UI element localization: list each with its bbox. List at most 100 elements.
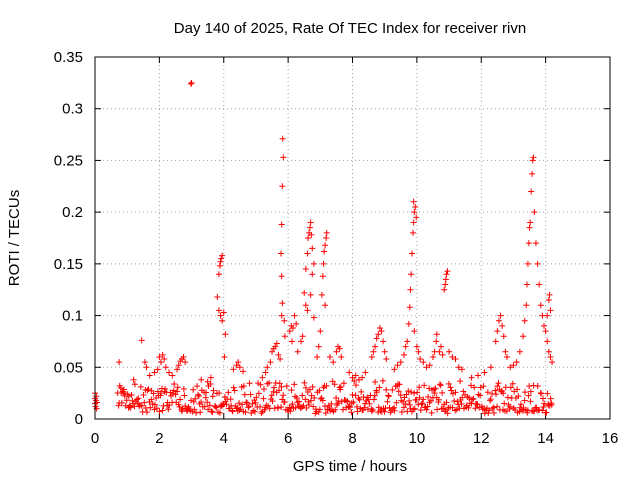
data-point: [411, 328, 418, 335]
data-point: [521, 317, 528, 324]
data-point: [304, 250, 311, 257]
data-point: [321, 248, 328, 255]
band-point: [370, 396, 377, 403]
data-point: [272, 343, 279, 350]
data-point: [279, 300, 286, 307]
band-point: [358, 388, 365, 395]
y-tick-label: 0.2: [62, 204, 83, 221]
band-point: [384, 398, 391, 405]
band-point: [271, 384, 278, 391]
data-point: [298, 338, 304, 345]
band-point: [389, 386, 396, 393]
data-point: [314, 353, 321, 360]
band-point: [322, 409, 329, 416]
band-point: [512, 406, 519, 413]
band-point: [531, 408, 538, 415]
band-point: [440, 405, 447, 412]
data-point: [352, 372, 359, 379]
band-point: [247, 391, 254, 398]
band-point: [141, 399, 148, 406]
band-point: [236, 407, 243, 414]
data-point: [279, 183, 286, 190]
band-point: [337, 386, 344, 393]
band-point: [443, 399, 450, 406]
data-point: [166, 369, 173, 376]
data-point: [215, 307, 222, 314]
data-point: [402, 343, 409, 350]
band-point: [543, 409, 550, 416]
x-tick-label: 10: [409, 430, 426, 447]
band-point: [170, 387, 177, 394]
band-point: [213, 404, 220, 411]
band-point: [115, 402, 122, 409]
data-point: [309, 245, 316, 252]
band-point: [403, 391, 410, 398]
band-point: [181, 392, 188, 399]
band-point: [457, 378, 464, 385]
data-point: [309, 271, 316, 278]
band-point: [468, 382, 475, 389]
x-tick-label: 12: [473, 430, 490, 447]
data-point: [520, 333, 527, 340]
band-point: [350, 399, 357, 406]
band-point: [515, 393, 522, 400]
data-point: [279, 135, 286, 142]
data-point: [417, 356, 424, 363]
band-point: [210, 387, 217, 394]
band-point: [205, 406, 212, 413]
band-point: [371, 392, 378, 399]
band-point: [458, 401, 465, 408]
data-point: [529, 157, 536, 164]
band-point: [340, 380, 347, 387]
data-point: [546, 291, 553, 298]
data-point: [278, 221, 285, 228]
band-point: [191, 406, 198, 413]
data-point: [413, 343, 420, 350]
data-point: [130, 376, 137, 383]
data-point: [436, 348, 443, 355]
band-point: [138, 402, 145, 409]
data-point: [375, 331, 382, 338]
data-point: [301, 289, 308, 296]
band-point: [494, 383, 501, 390]
band-point: [332, 406, 339, 413]
band-point: [227, 396, 234, 403]
band-point: [411, 405, 418, 412]
data-point: [188, 79, 195, 86]
data-point: [305, 235, 312, 241]
data-point: [180, 353, 187, 360]
band-point: [509, 380, 516, 387]
data-point: [359, 374, 366, 381]
band-point: [351, 378, 358, 385]
data-point: [381, 348, 388, 355]
data-point: [322, 242, 329, 249]
grid-lines: [95, 57, 610, 419]
band-point: [385, 393, 392, 400]
band-point: [396, 381, 403, 388]
data-point: [230, 366, 237, 373]
data-point: [542, 328, 549, 335]
x-tick-label: 16: [602, 430, 619, 447]
band-point: [123, 397, 130, 404]
data-point: [523, 302, 530, 309]
data-point: [404, 338, 411, 345]
band-point: [348, 409, 355, 416]
band-point: [459, 394, 466, 401]
band-point: [353, 403, 360, 410]
band-point: [344, 398, 351, 405]
data-point: [259, 374, 266, 381]
band-point: [527, 388, 534, 395]
data-point: [541, 322, 548, 329]
band-point: [305, 398, 312, 405]
data-point: [397, 359, 404, 366]
band-point: [347, 404, 354, 411]
data-point: [278, 273, 285, 280]
band-point: [322, 403, 329, 410]
band-point: [402, 400, 409, 407]
band-point: [487, 397, 494, 404]
band-point: [318, 394, 325, 401]
data-point: [525, 240, 532, 247]
band-point: [425, 393, 432, 400]
band-point: [480, 383, 487, 390]
